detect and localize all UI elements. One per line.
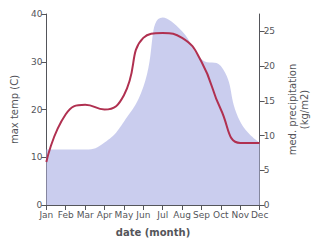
svg-text:40: 40: [31, 9, 43, 19]
svg-text:25: 25: [264, 26, 275, 36]
svg-text:10: 10: [31, 152, 43, 162]
svg-text:Sep: Sep: [193, 210, 210, 220]
svg-text:Jul: Jul: [156, 210, 168, 220]
svg-text:Aug: Aug: [173, 210, 191, 220]
svg-text:Oct: Oct: [213, 210, 229, 220]
svg-text:med. precipitation: med. precipitation: [287, 64, 298, 156]
svg-text:30: 30: [31, 57, 43, 67]
svg-text:20: 20: [31, 105, 43, 115]
svg-text:date (month): date (month): [116, 227, 190, 238]
svg-text:0: 0: [37, 200, 43, 210]
svg-text:(kg/m2): (kg/m2): [299, 90, 310, 130]
svg-text:5: 5: [264, 165, 270, 175]
svg-text:Mar: Mar: [77, 210, 94, 220]
svg-text:Apr: Apr: [97, 210, 113, 220]
svg-text:15: 15: [264, 96, 275, 106]
svg-text:Dec: Dec: [251, 210, 268, 220]
svg-text:max temp (C): max temp (C): [9, 75, 20, 144]
svg-text:Feb: Feb: [58, 210, 74, 220]
svg-text:Jun: Jun: [135, 210, 150, 220]
svg-text:10: 10: [264, 131, 276, 141]
svg-text:0: 0: [264, 200, 270, 210]
svg-text:Jan: Jan: [38, 210, 53, 220]
svg-text:Nov: Nov: [231, 210, 249, 220]
svg-text:20: 20: [264, 61, 276, 71]
svg-text:May: May: [115, 210, 134, 220]
